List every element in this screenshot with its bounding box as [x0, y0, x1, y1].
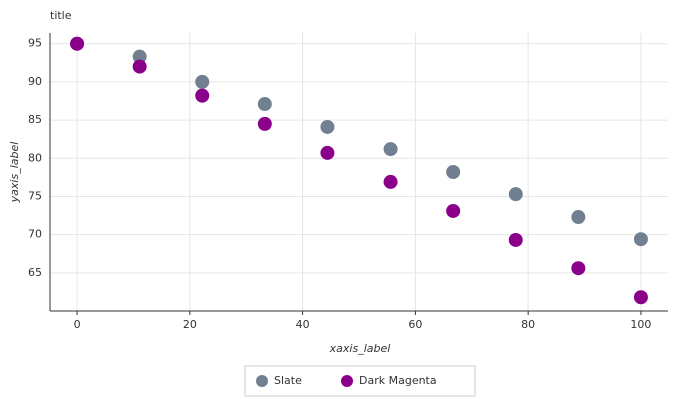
x-tick-label: 60 — [408, 318, 422, 331]
point — [446, 165, 461, 179]
y-tick-label: 80 — [28, 151, 42, 164]
legend-marker — [256, 375, 268, 387]
legend-label: Slate — [274, 374, 302, 387]
point — [132, 59, 147, 74]
point — [320, 119, 335, 134]
y-axis-label: yaxis_label — [8, 142, 21, 204]
point — [571, 261, 586, 276]
point — [571, 210, 586, 225]
y-tick-label: 95 — [28, 37, 42, 50]
point — [383, 142, 398, 157]
point — [508, 187, 523, 202]
x-tick-label: 80 — [521, 318, 535, 331]
point — [508, 232, 523, 247]
x-tick-label: 40 — [296, 318, 310, 331]
point — [257, 97, 272, 112]
chart-title: title — [50, 9, 72, 22]
y-tick-label: 70 — [28, 228, 42, 241]
point — [633, 232, 648, 247]
y-tick-label: 85 — [28, 113, 42, 126]
point — [320, 145, 335, 160]
point — [70, 36, 85, 51]
x-axis-label: xaxis_label — [329, 342, 391, 355]
point — [446, 203, 461, 218]
legend-label: Dark Magenta — [359, 374, 437, 387]
x-tick-label: 20 — [183, 318, 197, 331]
point — [633, 290, 648, 305]
legend-box — [244, 365, 476, 397]
legend-marker — [341, 375, 353, 387]
point — [257, 116, 272, 131]
y-tick-label: 90 — [28, 75, 42, 88]
point — [383, 174, 398, 189]
x-tick-label: 100 — [630, 318, 651, 331]
point — [132, 49, 147, 64]
point — [195, 88, 210, 103]
y-tick-label: 65 — [28, 266, 42, 279]
x-tick-label: 0 — [74, 318, 81, 331]
point — [195, 74, 210, 89]
y-tick-label: 75 — [28, 189, 42, 202]
